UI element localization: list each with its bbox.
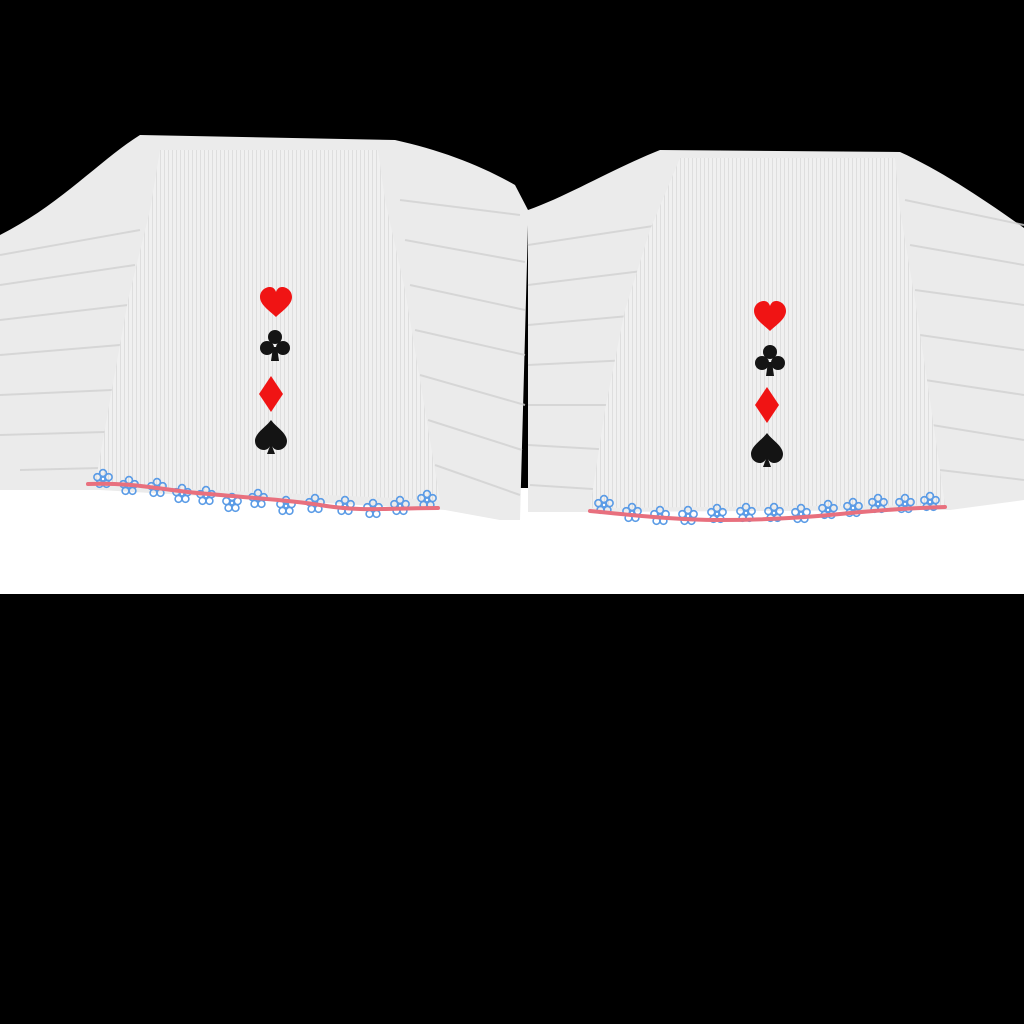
front-pleated-panel — [95, 150, 440, 500]
side-ruffles — [527, 199, 1024, 491]
side-ruffles — [0, 199, 526, 496]
front-pleated-panel — [590, 158, 945, 508]
pink-ribbon — [588, 505, 947, 523]
skirt-panel-left — [0, 135, 528, 520]
pink-ribbon — [86, 481, 440, 512]
skirt-panel-right — [527, 150, 1024, 526]
